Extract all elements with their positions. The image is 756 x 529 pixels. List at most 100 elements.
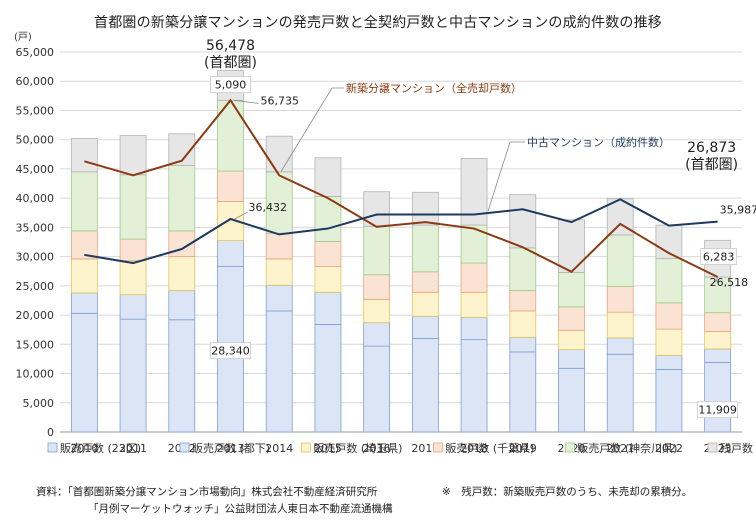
bar-segment: [509, 336, 537, 353]
bar-segment: [655, 328, 683, 356]
legend-swatch: [179, 442, 190, 453]
y-tick-label: 25,000: [16, 280, 55, 293]
bar-segment: [265, 310, 293, 433]
new-2023-label: 26,518: [710, 276, 749, 289]
bar-segment: [606, 286, 634, 313]
bar-segment: [655, 355, 683, 370]
ward-2023-label: 11,909: [698, 404, 737, 417]
bar-segment: [363, 225, 391, 276]
bar-segment: [460, 317, 488, 341]
bar-segment: [70, 171, 98, 232]
used-line-callout-leader: [487, 141, 525, 212]
bar-segment: [509, 247, 537, 291]
bar-segment: [655, 369, 683, 433]
bar-segment: [509, 194, 537, 249]
legend-swatch: [565, 442, 575, 453]
bar-segment: [606, 337, 634, 355]
bar-segment: [509, 310, 537, 338]
y-unit-label: (戸): [14, 31, 32, 43]
remain-2023-label-box: [700, 248, 738, 265]
y-tick-label: 35,000: [16, 221, 55, 234]
total-2013-sub: (首都圏): [204, 55, 257, 71]
new-2013-leader: [234, 99, 259, 104]
chart-svg: 0 5,000 10,000 15,000 20,000 25,000 30,000 35,0…: [14, 31, 756, 455]
used-contract-line: [84, 198, 718, 265]
legend-label: 販売戸数 (神奈川県): [577, 441, 677, 455]
bar-segment: [558, 329, 585, 350]
bar-segment: [70, 312, 98, 433]
source-notes: 資料：「首都圏新築分譲マンション市場動向」株式会社不動産経済研究所 「月例マーケ…: [36, 484, 393, 518]
bar-segment: [265, 232, 293, 260]
bar-segment: [655, 257, 683, 304]
bar-segment: [119, 318, 147, 433]
bar-segment: [704, 276, 732, 314]
x-tick-label: 2015: [314, 442, 342, 455]
bar-segment: [411, 271, 439, 293]
bar-segment: [411, 191, 439, 226]
legend-swatch: [707, 442, 718, 453]
bar-segment: [411, 224, 439, 273]
legend-swatch: [300, 442, 311, 453]
x-tick-label: 2010: [70, 442, 98, 455]
bar-segment: [460, 262, 488, 293]
y-tick-label: 15,000: [16, 338, 55, 351]
y-tick-label: 20,000: [16, 309, 55, 322]
new-sales-line: [84, 98, 719, 278]
bar-segment: [411, 338, 439, 433]
bar-segment: [363, 191, 391, 227]
remain-note: ※ 残戸数：新築販売戸数のうち、未売却の累積分。: [442, 486, 693, 498]
bar-segment: [606, 234, 634, 287]
legend-label: 販売戸数 (千葉県): [445, 441, 534, 455]
bar-segment: [119, 294, 147, 320]
used-2013-label: 36,432: [249, 201, 288, 214]
legend-swatch: [47, 442, 58, 453]
bar-segment: [509, 351, 537, 433]
legend-label: 販売戸数 (埼玉県): [313, 441, 402, 455]
x-tick-label: 2021: [606, 442, 634, 455]
x-tick-label: 2018: [460, 442, 488, 455]
used-2023-label: 35,987: [720, 203, 756, 216]
bar-segment: [265, 135, 293, 173]
bar-segment: [119, 260, 147, 296]
bar-segment: [558, 271, 585, 308]
bar-segment: [704, 348, 732, 363]
legend-label: 残戸数 (首都圏): [720, 441, 756, 455]
x-tick-label: 2016: [363, 442, 391, 455]
x-tick-label: 2013: [217, 442, 245, 455]
new-line-callout-leader: [280, 87, 344, 172]
bar-segment: [363, 274, 391, 300]
bar-segment: [314, 157, 342, 197]
y-tick-label: 55,000: [16, 104, 55, 117]
y-tick-label: 50,000: [16, 134, 55, 147]
used-line-callout: 中古マンション（成約件数）: [527, 135, 670, 149]
bar-segment: [70, 230, 98, 260]
bar-segment: [217, 240, 244, 267]
remain-2013-label-box: [210, 76, 251, 94]
bar-segment: [606, 311, 634, 339]
bar-segment: [558, 349, 585, 369]
bar-segment: [558, 306, 585, 331]
remain-2023-label: 6,283: [703, 251, 735, 264]
bar-segment: [265, 171, 293, 234]
bar-segment: [460, 291, 488, 318]
y-tick-label: 45,000: [16, 163, 55, 176]
x-tick-label: 2014: [265, 442, 293, 455]
source-2: 「月例マーケットウォッチ」公益財団法人東日本不動産流通機構: [88, 503, 393, 515]
bar-segment: [558, 219, 585, 273]
source-label: 資料：: [36, 486, 68, 498]
bar-segment: [509, 290, 537, 312]
used-2013-leader: [234, 211, 248, 220]
bar-segment: [558, 367, 585, 433]
bar-segment: [704, 330, 732, 350]
total-2013-label: 56,478: [206, 38, 255, 54]
chart-title: 首都圏の新築分譲マンションの発売戸数と全契約戸数と中古マンションの成約件数の推移: [94, 15, 662, 31]
bar-segment: [168, 165, 196, 232]
y-tick-label: 65,000: [16, 46, 55, 59]
new-2013-label: 56,735: [261, 95, 300, 108]
bar-segment: [411, 315, 439, 339]
bar-segment: [411, 291, 439, 317]
bar-segment: [168, 256, 196, 291]
remain-2013-label: 5,090: [215, 79, 247, 92]
bar-segment: [168, 319, 196, 433]
